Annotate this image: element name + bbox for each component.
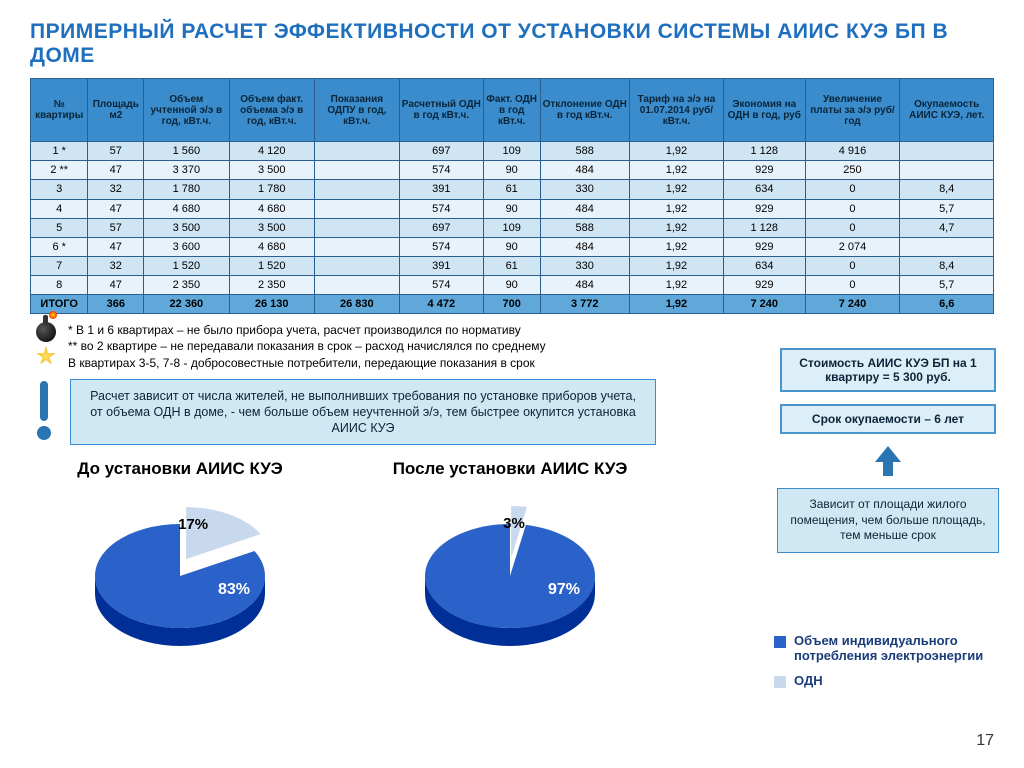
table-header: Показания ОДПУ в год, кВт.ч. <box>314 79 399 142</box>
legend-label-odn: ОДН <box>794 673 823 688</box>
table-row: 1 *571 5604 1206971095881,921 1284 916 <box>31 142 994 161</box>
info-callout: Расчет зависит от числа жителей, не выпо… <box>70 379 656 446</box>
table-row: 3321 7801 780391613301,9263408,4 <box>31 180 994 199</box>
svg-text:97%: 97% <box>548 581 580 598</box>
table-header: Площадь м2 <box>88 79 144 142</box>
bomb-icon <box>36 322 56 342</box>
page-number: 17 <box>976 732 994 750</box>
table-header: Экономия на ОДН в год, руб <box>724 79 805 142</box>
footnote-3: В квартирах 3-5, 7-8 - добросовестные по… <box>68 355 546 371</box>
chart-after-title: После установки АИИС КУЭ <box>360 459 660 479</box>
svg-text:17%: 17% <box>178 517 208 534</box>
legend-swatch-main <box>774 636 786 648</box>
table-total-row: ИТОГО36622 36026 13026 8304 4727003 7721… <box>31 295 994 314</box>
table-row: 7321 5201 520391613301,9263408,4 <box>31 256 994 275</box>
table-row: 2 **473 3703 500574904841,92929250 <box>31 161 994 180</box>
legend-label-main: Объем индивидуального потребления электр… <box>794 633 994 663</box>
table-row: 4474 6804 680574904841,9292905,7 <box>31 199 994 218</box>
chart-legend: Объем индивидуального потребления электр… <box>774 633 994 698</box>
table-header: Тариф на э/э на 01.07.2014 руб/кВт.ч. <box>629 79 723 142</box>
table-header: Отклонение ОДН в год кВт.ч. <box>540 79 629 142</box>
efficiency-table: № квартирыПлощадь м2Объем учтенной э/э в… <box>30 78 994 314</box>
table-row: 6 *473 6004 680574904841,929292 074 <box>31 237 994 256</box>
footnote-2: ** во 2 квартире – не передавали показан… <box>68 338 546 354</box>
page-title: ПРИМЕРНЫЙ РАСЧЕТ ЭФФЕКТИВНОСТИ ОТ УСТАНО… <box>30 20 994 68</box>
svg-text:3%: 3% <box>503 515 525 532</box>
pie-chart-before: 83% 17% <box>65 481 295 651</box>
table-header: Окупаемость АИИС КУЭ, лет. <box>900 79 994 142</box>
svg-text:83%: 83% <box>218 581 250 598</box>
cost-box: Стоимость АИИС КУЭ БП на 1 квартиру = 5 … <box>780 348 996 392</box>
table-row: 5573 5003 5006971095881,921 12804,7 <box>31 218 994 237</box>
table-header: № квартиры <box>31 79 88 142</box>
depend-box: Зависит от площади жилого помещения, чем… <box>777 488 999 553</box>
chart-before-title: До установки АИИС КУЭ <box>30 459 330 479</box>
table-header: Факт. ОДН в год кВт.ч. <box>483 79 540 142</box>
table-row: 8472 3502 350574904841,9292905,7 <box>31 275 994 294</box>
exclamation-icon <box>30 379 58 443</box>
arrow-up-icon <box>873 446 903 476</box>
legend-swatch-odn <box>774 676 786 688</box>
table-header: Объем факт. объема э/э в год, кВт.ч. <box>229 79 314 142</box>
payback-box: Срок окупаемости – 6 лет <box>780 404 996 434</box>
star-icon <box>36 346 56 366</box>
pie-chart-after: 97% 3% <box>395 481 625 651</box>
footnote-1: * В 1 и 6 квартирах – не было прибора уч… <box>68 322 546 338</box>
table-header: Увеличение платы за э/э руб/год <box>805 79 900 142</box>
table-header: Объем учтенной э/э в год, кВт.ч. <box>144 79 229 142</box>
table-header: Расчетный ОДН в год кВт.ч. <box>399 79 483 142</box>
